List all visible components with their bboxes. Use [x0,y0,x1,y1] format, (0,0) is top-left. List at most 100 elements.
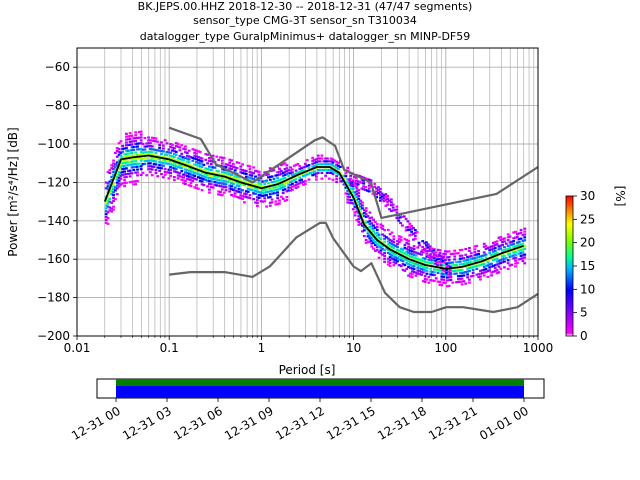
psd-cell [298,167,302,171]
psd-cell [209,186,213,189]
psd-cell [235,175,239,178]
psd-cell [486,275,490,278]
psd-cell [119,183,123,186]
psd-cell [231,180,235,183]
psd-cell [182,164,186,168]
psd-cell [126,161,130,164]
psd-cell [184,179,187,183]
psd-cell [123,161,126,165]
psd-cell [136,136,139,140]
psd-cell [495,272,499,275]
psd-cell [128,134,132,138]
psd-cell [394,244,398,248]
psd-cell [292,173,296,176]
time-tick-label: 12-31 03 [120,404,174,443]
psd-cell [473,259,477,262]
psd-cell [174,168,178,171]
psd-cell [384,196,388,199]
psd-cell [354,182,358,185]
psd-cell [479,275,482,278]
psd-cell [407,265,410,269]
psd-cell [178,160,182,163]
psd-cell [495,243,499,246]
psd-cell [486,246,490,250]
psd-cell [523,253,527,256]
psd-cell [241,183,245,186]
psd-cell [254,175,257,178]
psd-cell [479,269,482,272]
psd-cell [420,267,423,271]
psd-cell [300,178,304,181]
psd-cell [362,229,366,232]
psd-cell [447,256,451,259]
psd-cell [464,270,468,274]
psd-cell [455,272,458,275]
psd-cell [412,245,416,248]
psd-cell [519,243,523,246]
psd-cell [213,181,217,184]
psd-cell [204,170,208,173]
psd-cell [224,183,228,186]
psd-cell [206,185,209,188]
title-line-3: datalogger_type GuralpMinimus+ datalogge… [140,30,471,43]
psd-cell [479,263,482,267]
psd-cell [230,176,233,179]
psd-cell [134,165,138,169]
psd-cell [196,161,200,164]
psd-cell [278,173,281,176]
psd-cell [233,195,237,198]
psd-cell [198,179,202,182]
psd-cell [255,187,259,190]
psd-cell [497,271,501,274]
psd-cell [174,162,178,165]
psd-cell [259,194,263,197]
psd-cell [149,139,152,142]
psd-cell [340,174,344,177]
psd-cell [115,181,119,184]
psd-cell [412,253,416,256]
psd-cell [215,178,219,181]
psd-cell [303,165,307,168]
psd-cell [506,253,510,256]
psd-cell [279,187,283,190]
psd-cell [231,188,235,191]
psd-cell [160,152,163,156]
psd-cell [521,254,525,257]
psd-cell [220,162,224,165]
psd-cell [255,204,259,208]
psd-cell [213,172,217,175]
psd-cell [493,252,497,255]
psd-cell [274,200,278,203]
psd-cell [139,139,143,142]
psd-cell [429,270,433,273]
psd-cell [375,240,379,243]
psd-cell [453,252,457,255]
psd-cell [154,137,158,140]
psd-cell [195,152,198,155]
psd-cell [156,157,160,161]
psd-cell [449,264,453,267]
plot-frame [76,47,539,337]
psd-cell [283,188,287,191]
psd-cell [408,222,412,225]
psd-cell [307,164,311,167]
psd-cell [453,264,457,267]
psd-cell [265,191,268,194]
psd-cell [172,150,176,153]
psd-cell [211,174,215,178]
psd-cell [134,137,138,140]
psd-cell [130,180,134,183]
psd-cell [407,254,410,257]
psd-cell [386,248,390,252]
psd-cell [158,155,162,158]
psd-cell [112,196,115,200]
psd-cell [426,243,430,246]
psd-cell [495,269,499,272]
psd-cell [208,188,211,191]
psd-cell [390,254,394,257]
psd-cell [211,186,215,189]
psd-cell [344,175,348,178]
psd-cell [346,189,350,192]
psd-cell [230,167,233,171]
psd-cell [383,249,386,252]
